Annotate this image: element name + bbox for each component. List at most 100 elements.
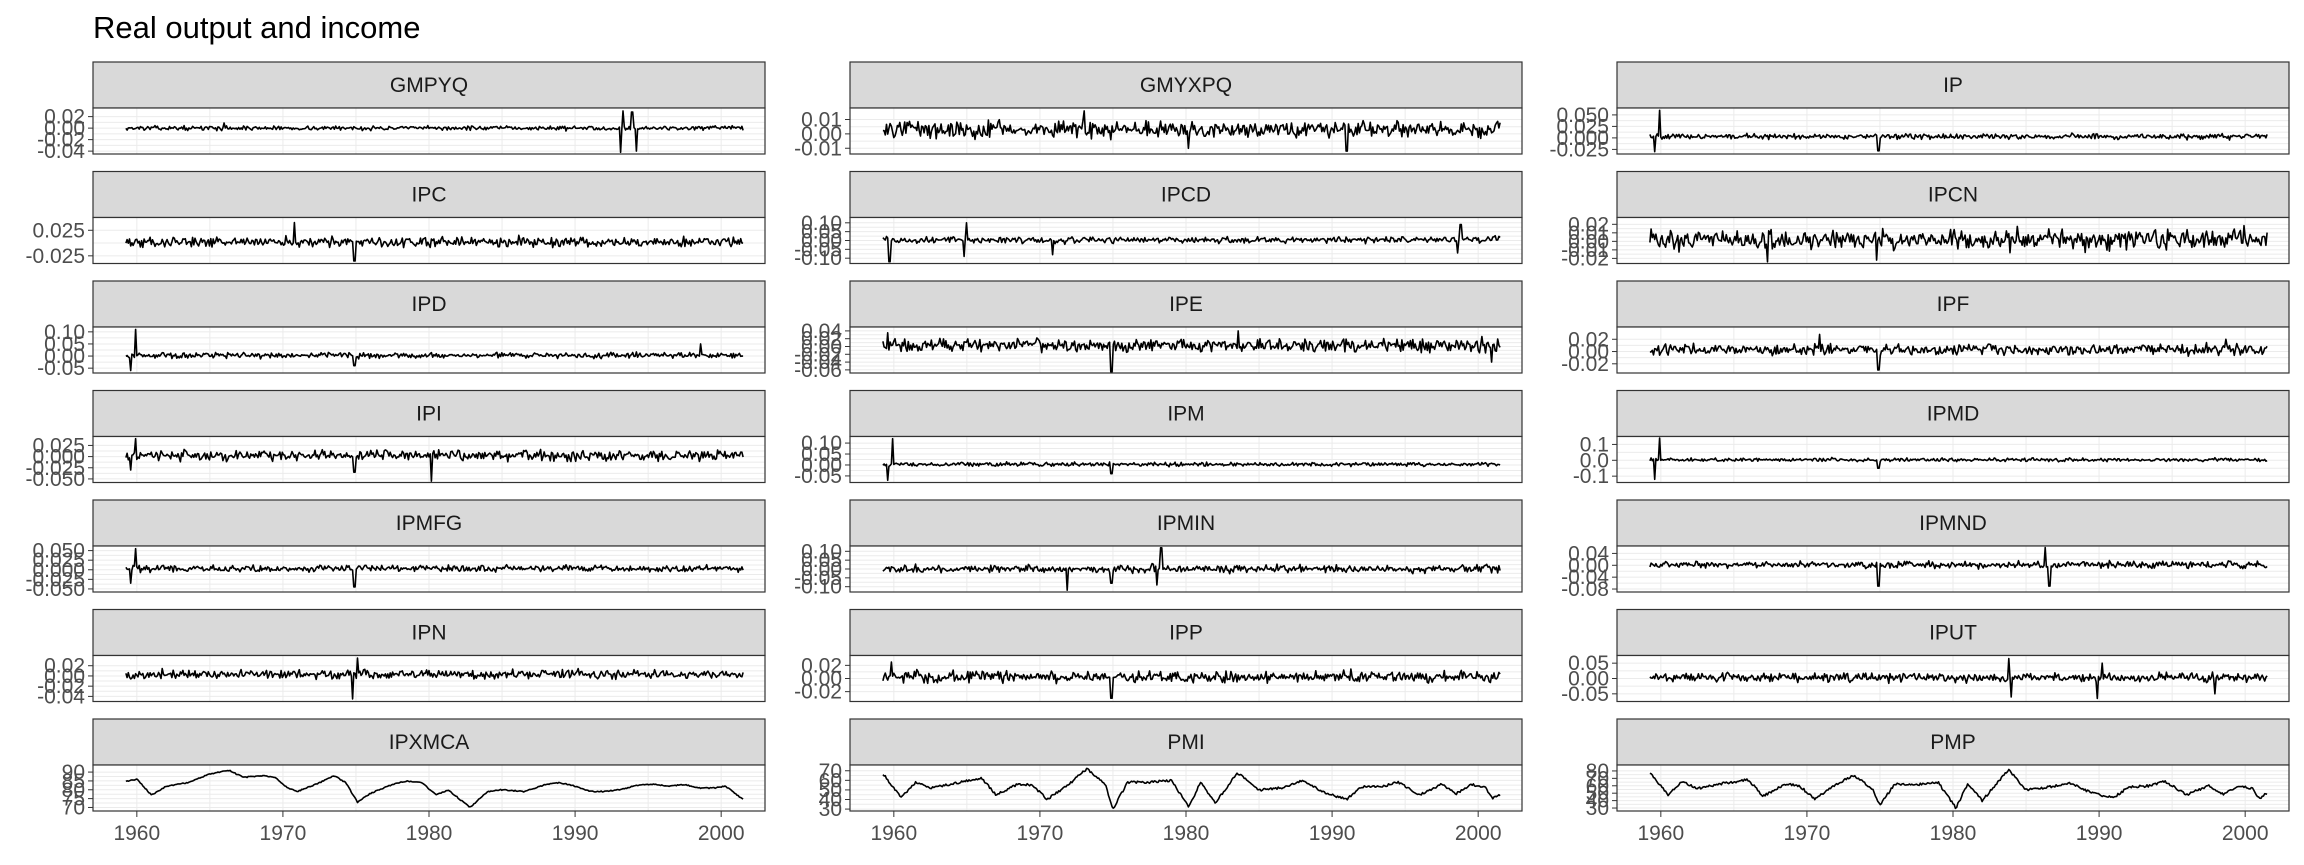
strip-label-ipmin: IPMIN — [1157, 512, 1215, 535]
strip-label-ipp: IPP — [1169, 622, 1203, 645]
strip-label-ipm: IPM — [1167, 403, 1204, 426]
y-tick-label: 90 — [62, 761, 85, 784]
y-tick-label: -0.02 — [37, 675, 85, 698]
y-tick-label: 0.050 — [1556, 104, 1609, 127]
strip-label-ipmfg: IPMFG — [396, 512, 463, 535]
strip-pmi — [849, 718, 1523, 766]
series-line-ipcd — [882, 222, 1501, 263]
panel-border-gmpyq — [92, 107, 766, 155]
y-tick-label: -0.025 — [25, 457, 85, 480]
x-tick-label: 2000 — [698, 822, 745, 845]
y-tick-label: -0.04 — [37, 685, 85, 708]
panel-border-ipc — [92, 216, 766, 265]
strip-ipn — [92, 608, 766, 657]
y-tick-label: -0.050 — [25, 578, 85, 601]
y-tick-label: 0.0 — [1580, 449, 1609, 472]
y-tick-label: 0.00 — [1568, 554, 1609, 577]
strip-label-ipd: IPD — [411, 293, 446, 316]
strip-label-ipe: IPE — [1169, 293, 1203, 316]
y-tick-label: 0.02 — [1568, 328, 1609, 351]
x-tick-label: 1970 — [1017, 822, 1064, 845]
y-tick-label: 0.00 — [1568, 668, 1609, 691]
y-tick-label: 0.10 — [801, 212, 842, 235]
strip-label-ipcn: IPCN — [1928, 184, 1978, 207]
y-tick-label: 0.025 — [32, 549, 85, 572]
y-tick-label: 0.00 — [44, 117, 85, 140]
series-line-ipmd — [1649, 437, 2268, 481]
strip-ipmin — [849, 499, 1523, 547]
series-line-ip — [1649, 109, 2268, 153]
strip-ipcd — [849, 170, 1523, 219]
x-tick-label: 1960 — [1637, 822, 1684, 845]
panel-border-ipe — [849, 326, 1523, 374]
y-tick-label: 0.10 — [44, 321, 85, 344]
y-tick-label: -0.10 — [794, 247, 842, 270]
y-tick-label: 0.05 — [1568, 652, 1609, 675]
y-tick-label: 85 — [62, 770, 85, 793]
x-tick-label: 1980 — [1930, 822, 1977, 845]
y-tick-label: 40 — [1586, 790, 1609, 813]
y-tick-label: 0.01 — [1568, 222, 1609, 245]
y-tick-label: -0.02 — [794, 681, 842, 704]
y-tick-label: 0.000 — [1556, 127, 1609, 150]
y-tick-label: 0.01 — [801, 109, 842, 132]
panel-border-ipm — [849, 435, 1523, 484]
y-tick-label: 0.10 — [801, 432, 842, 455]
x-tick-label: 1960 — [870, 822, 917, 845]
strip-label-ip: IP — [1943, 74, 1963, 97]
strip-label-ipxmca: IPXMCA — [389, 731, 470, 754]
panel-border-ipi — [92, 435, 766, 484]
y-tick-label: 0.025 — [1556, 115, 1609, 138]
x-tick-label: 1970 — [260, 822, 307, 845]
y-tick-label: -0.050 — [25, 468, 85, 491]
series-line-ipf — [1649, 333, 2268, 371]
y-tick-label: -0.05 — [37, 357, 85, 380]
series-line-ipi — [125, 437, 744, 482]
series-line-gmyxpq — [882, 110, 1501, 152]
series-line-ipn — [125, 657, 744, 700]
strip-iput — [1616, 608, 2290, 657]
y-tick-label: -0.1 — [1573, 465, 1609, 488]
panel-border-ipmnd — [1616, 545, 2290, 593]
y-tick-label: 0.02 — [801, 328, 842, 351]
series-line-ipd — [125, 328, 744, 372]
y-tick-label: -0.02 — [794, 343, 842, 366]
y-tick-label: 0.05 — [44, 333, 85, 356]
panel-border-ipmfg — [92, 545, 766, 593]
series-line-iput — [1649, 657, 2268, 700]
x-tick-label: 1960 — [113, 822, 160, 845]
strip-gmpyq — [92, 61, 766, 109]
y-tick-label: 0.00 — [1568, 341, 1609, 364]
y-tick-label: 0.04 — [801, 320, 842, 343]
y-tick-label: -0.10 — [794, 576, 842, 599]
strip-gmyxpq — [849, 61, 1523, 109]
strip-ipd — [92, 280, 766, 328]
y-tick-label: 0.00 — [801, 558, 842, 581]
y-tick-label: 0.02 — [801, 654, 842, 677]
y-tick-label: 0.00 — [801, 454, 842, 477]
panel-border-ip — [1616, 107, 2290, 155]
strip-label-pmp: PMP — [1930, 731, 1976, 754]
series-line-ipp — [882, 661, 1501, 699]
y-tick-label: -0.08 — [1561, 578, 1609, 601]
y-tick-label: -0.01 — [794, 137, 842, 160]
y-tick-label: 0.00 — [44, 345, 85, 368]
strip-ip — [1616, 61, 2290, 109]
y-tick-label: -0.02 — [1561, 353, 1609, 376]
y-tick-label: 60 — [1586, 775, 1609, 798]
series-line-ipm — [882, 437, 1501, 482]
y-tick-label: -0.02 — [1561, 247, 1609, 270]
strip-label-ipmd: IPMD — [1927, 403, 1980, 426]
strip-pmp — [1616, 718, 2290, 766]
panel-border-ipd — [92, 326, 766, 374]
x-tick-label: 2000 — [1455, 822, 1502, 845]
x-tick-label: 1990 — [552, 822, 599, 845]
y-tick-label: 50 — [1586, 782, 1609, 805]
y-tick-label: 0.10 — [801, 540, 842, 563]
series-line-ipc — [125, 221, 744, 262]
y-tick-label: 80 — [62, 779, 85, 802]
strip-ipcn — [1616, 170, 2290, 219]
y-tick-label: 0.05 — [801, 549, 842, 572]
y-tick-label: 0.05 — [801, 443, 842, 466]
